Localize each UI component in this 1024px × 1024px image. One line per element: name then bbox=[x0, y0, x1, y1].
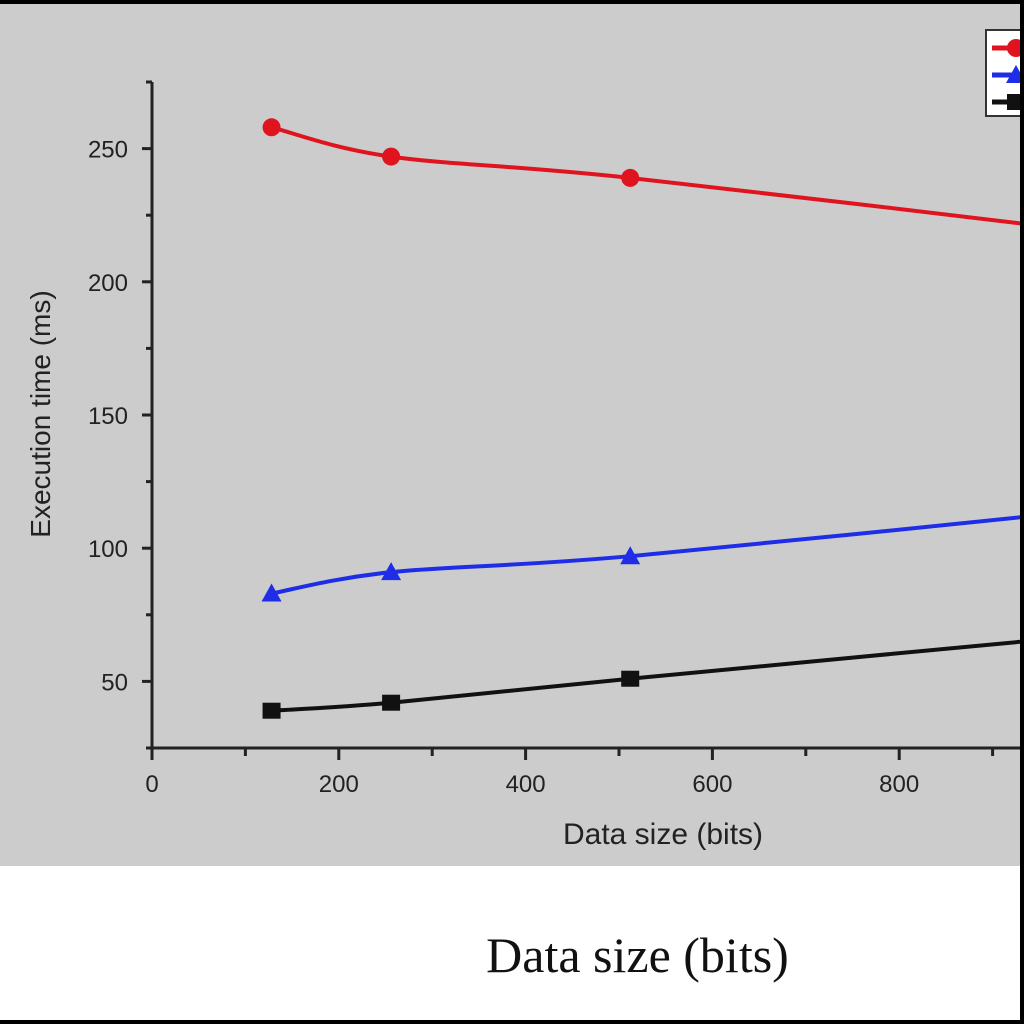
series-2-line bbox=[269, 515, 1020, 596]
series-2-point bbox=[381, 562, 402, 581]
y-tick-label: 100 bbox=[88, 536, 128, 563]
plot-background bbox=[0, 4, 1020, 866]
bottom-border bbox=[0, 1020, 1024, 1024]
x-tick-label: 0 bbox=[145, 771, 158, 798]
series-2-point bbox=[261, 583, 282, 602]
legend-marker-2 bbox=[1006, 65, 1020, 83]
execution-time-chart: 50 100 150 200 250 0 200 400 600 800 Data size (b… bbox=[0, 4, 1020, 866]
top-border bbox=[0, 0, 1024, 4]
series-layer bbox=[261, 118, 1020, 719]
figure-caption: Data size (bits) bbox=[486, 927, 789, 983]
x-tick-label: 600 bbox=[692, 771, 732, 798]
legend-marker-3 bbox=[1007, 94, 1020, 110]
y-tick-label: 250 bbox=[88, 137, 128, 164]
series-2-point bbox=[620, 546, 641, 565]
series-3-point bbox=[382, 694, 401, 711]
x-tick-label: 800 bbox=[879, 771, 919, 798]
series-3-point bbox=[262, 702, 281, 719]
y-tick-label: 50 bbox=[101, 669, 128, 696]
x-tick-label: 200 bbox=[319, 771, 359, 798]
y-tick-label: 150 bbox=[88, 403, 128, 430]
series-3-point bbox=[621, 670, 640, 687]
series-1-point bbox=[262, 118, 281, 137]
legend bbox=[985, 29, 1020, 117]
x-axis-label: Data size (bits) bbox=[563, 818, 763, 851]
series-1-point bbox=[621, 168, 640, 187]
x-tick-label: 400 bbox=[506, 771, 546, 798]
legend-marker-1 bbox=[1007, 39, 1020, 57]
axes: 50 100 150 200 250 0 200 400 600 800 bbox=[88, 80, 1020, 798]
y-tick-label: 200 bbox=[88, 270, 128, 297]
y-axis-label: Execution time (ms) bbox=[25, 290, 56, 537]
series-1-line bbox=[269, 125, 1020, 226]
series-1-point bbox=[382, 147, 401, 166]
series-3-line bbox=[269, 639, 1020, 713]
right-border bbox=[1020, 0, 1024, 1024]
